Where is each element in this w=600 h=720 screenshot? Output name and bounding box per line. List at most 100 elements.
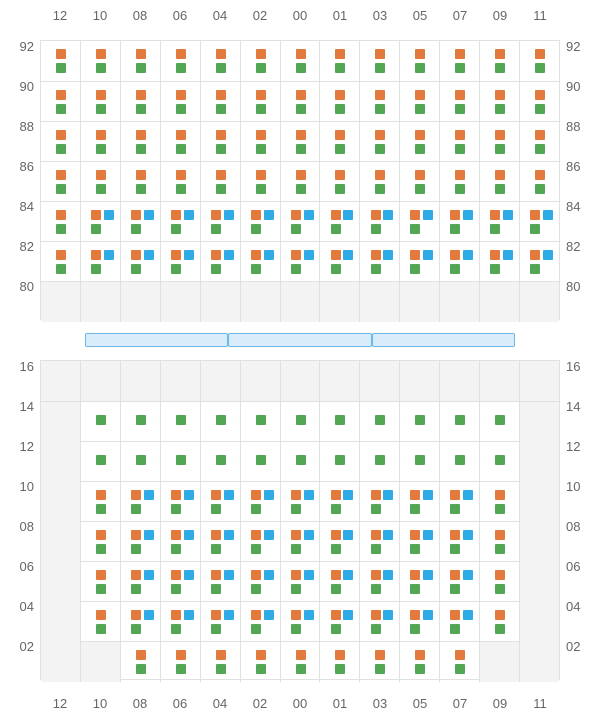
rack-slot[interactable] [399, 361, 439, 401]
rack-slot[interactable] [160, 482, 200, 522]
rack-slot[interactable] [120, 642, 160, 682]
rack-slot[interactable] [439, 41, 479, 81]
rack-slot[interactable] [519, 82, 559, 122]
rack-slot[interactable] [519, 282, 559, 322]
rack-slot[interactable] [200, 642, 240, 682]
rack-slot[interactable] [479, 41, 519, 81]
rack-slot[interactable] [41, 202, 80, 242]
rack-slot[interactable] [359, 202, 399, 242]
rack-slot[interactable] [41, 361, 80, 401]
rack-slot[interactable] [319, 162, 359, 202]
rack-slot[interactable] [41, 602, 80, 642]
rack-slot[interactable] [80, 122, 120, 162]
rack-slot[interactable] [519, 482, 559, 522]
rack-slot[interactable] [399, 82, 439, 122]
rack-slot[interactable] [200, 522, 240, 562]
rack-slot[interactable] [200, 82, 240, 122]
rack-slot[interactable] [439, 522, 479, 562]
rack-slot[interactable] [519, 602, 559, 642]
rack-slot[interactable] [359, 442, 399, 482]
rack-slot[interactable] [80, 82, 120, 122]
rack-slot[interactable] [80, 602, 120, 642]
rack-slot[interactable] [41, 562, 80, 602]
rack-slot[interactable] [519, 562, 559, 602]
rack-slot[interactable] [359, 602, 399, 642]
rack-slot[interactable] [160, 442, 200, 482]
rack-slot[interactable] [439, 442, 479, 482]
rack-slot[interactable] [399, 242, 439, 282]
rack-slot[interactable] [41, 642, 80, 682]
rack-slot[interactable] [319, 202, 359, 242]
rack-slot[interactable] [519, 642, 559, 682]
rack-slot[interactable] [80, 442, 120, 482]
rack-slot[interactable] [399, 41, 439, 81]
rack-slot[interactable] [120, 202, 160, 242]
rack-slot[interactable] [160, 602, 200, 642]
rack-slot[interactable] [200, 361, 240, 401]
rack-slot[interactable] [359, 162, 399, 202]
rack-slot[interactable] [519, 402, 559, 442]
rack-slot[interactable] [41, 122, 80, 162]
rack-slot[interactable] [319, 82, 359, 122]
rack-slot[interactable] [479, 562, 519, 602]
rack-slot[interactable] [319, 41, 359, 81]
rack-slot[interactable] [240, 82, 280, 122]
rack-slot[interactable] [80, 202, 120, 242]
rack-slot[interactable] [519, 122, 559, 162]
rack-slot[interactable] [280, 361, 320, 401]
rack-slot[interactable] [519, 41, 559, 81]
rack-slot[interactable] [80, 562, 120, 602]
rack-slot[interactable] [319, 482, 359, 522]
rack-slot[interactable] [399, 522, 439, 562]
rack-slot[interactable] [439, 482, 479, 522]
rack-slot[interactable] [41, 522, 80, 562]
rack-slot[interactable] [160, 642, 200, 682]
rack-slot[interactable] [160, 282, 200, 322]
rack-slot[interactable] [120, 361, 160, 401]
rack-slot[interactable] [280, 162, 320, 202]
rack-slot[interactable] [519, 522, 559, 562]
rack-slot[interactable] [120, 522, 160, 562]
rack-slot[interactable] [80, 41, 120, 81]
rack-slot[interactable] [319, 522, 359, 562]
rack-slot[interactable] [200, 442, 240, 482]
rack-slot[interactable] [359, 482, 399, 522]
rack-slot[interactable] [41, 82, 80, 122]
rack-slot[interactable] [399, 602, 439, 642]
rack-slot[interactable] [359, 361, 399, 401]
rack-slot[interactable] [479, 242, 519, 282]
rack-slot[interactable] [359, 402, 399, 442]
rack-slot[interactable] [280, 202, 320, 242]
rack-slot[interactable] [479, 162, 519, 202]
rack-slot[interactable] [80, 162, 120, 202]
rack-slot[interactable] [80, 242, 120, 282]
rack-slot[interactable] [479, 442, 519, 482]
rack-slot[interactable] [200, 242, 240, 282]
rack-slot[interactable] [120, 41, 160, 81]
rack-slot[interactable] [439, 162, 479, 202]
rack-slot[interactable] [359, 82, 399, 122]
rack-slot[interactable] [240, 361, 280, 401]
rack-slot[interactable] [280, 482, 320, 522]
rack-slot[interactable] [240, 642, 280, 682]
rack-slot[interactable] [359, 41, 399, 81]
rack-slot[interactable] [359, 242, 399, 282]
rack-slot[interactable] [80, 482, 120, 522]
rack-slot[interactable] [120, 482, 160, 522]
rack-slot[interactable] [479, 482, 519, 522]
rack-slot[interactable] [399, 482, 439, 522]
rack-slot[interactable] [439, 402, 479, 442]
rack-slot[interactable] [319, 282, 359, 322]
rack-slot[interactable] [280, 642, 320, 682]
rack-slot[interactable] [240, 282, 280, 322]
rack-slot[interactable] [160, 562, 200, 602]
rack-slot[interactable] [160, 361, 200, 401]
rack-slot[interactable] [399, 562, 439, 602]
rack-slot[interactable] [399, 162, 439, 202]
rack-slot[interactable] [399, 202, 439, 242]
rack-slot[interactable] [479, 122, 519, 162]
rack-slot[interactable] [120, 602, 160, 642]
rack-slot[interactable] [160, 202, 200, 242]
rack-slot[interactable] [280, 522, 320, 562]
rack-slot[interactable] [120, 122, 160, 162]
